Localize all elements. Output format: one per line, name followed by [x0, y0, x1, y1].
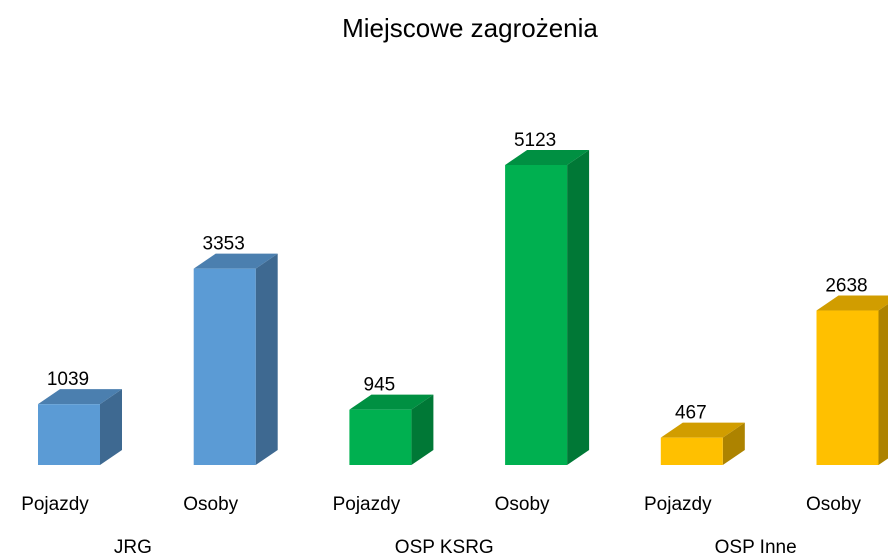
group-label: OSP Inne — [715, 537, 797, 558]
bar-front — [349, 409, 412, 465]
bar-front — [193, 268, 256, 465]
bar-top — [660, 422, 745, 438]
x-tick-label: Osoby — [495, 494, 550, 515]
bar-top — [38, 389, 122, 405]
x-tick-label: Pojazdy — [333, 494, 401, 515]
bar — [193, 253, 278, 465]
x-tick-label: Osoby — [806, 494, 861, 515]
bar-front — [660, 437, 723, 465]
value-label: 945 — [364, 375, 396, 396]
bar-top — [349, 394, 434, 410]
x-tick-label: Pojazdy — [644, 494, 712, 515]
bar-side — [100, 389, 122, 465]
value-label: 5123 — [514, 130, 556, 151]
bar — [38, 389, 122, 465]
chart-title: Miejscowe zagrożenia — [342, 13, 598, 43]
bar-side — [722, 422, 745, 465]
bar-front — [38, 404, 100, 465]
bar-top — [816, 295, 888, 311]
bar — [660, 422, 745, 465]
group-label: JRG — [114, 537, 152, 558]
bar — [505, 150, 590, 465]
x-tick-label: Osoby — [183, 494, 238, 515]
bar-side — [567, 150, 590, 465]
value-label: 1039 — [47, 369, 89, 390]
value-label: 3353 — [203, 234, 245, 255]
bar-front — [816, 310, 879, 465]
bar-front — [505, 165, 568, 465]
bar-side — [255, 253, 278, 465]
bar — [349, 394, 434, 465]
bar-side — [878, 304, 888, 465]
bar — [816, 295, 888, 465]
bar-top — [193, 253, 278, 269]
x-tick-label: Pojazdy — [21, 494, 89, 515]
bar-top — [505, 150, 590, 165]
value-label: 467 — [675, 403, 707, 424]
value-label: 2638 — [825, 276, 867, 297]
bar-side — [411, 394, 434, 465]
group-label: OSP KSRG — [395, 537, 494, 558]
